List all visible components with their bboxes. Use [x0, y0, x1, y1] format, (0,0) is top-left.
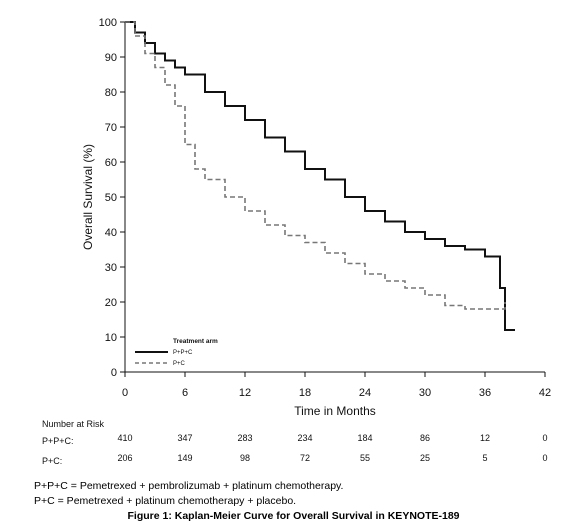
risk-value: 86 — [420, 433, 430, 443]
risk-value: 72 — [300, 453, 310, 463]
y-ticks: 0 10 20 30 40 50 60 70 80 90 100 — [99, 17, 125, 379]
footnote-pppc: P+P+C = Pemetrexed + pembrolizumab + pla… — [34, 480, 344, 492]
x-tick-label: 36 — [479, 387, 491, 399]
risk-table-title: Number at Risk — [42, 419, 105, 429]
risk-value: 410 — [117, 433, 132, 443]
risk-value: 234 — [297, 433, 312, 443]
y-tick-label: 80 — [105, 87, 117, 99]
x-tick-label: 18 — [299, 387, 311, 399]
risk-value: 0 — [542, 453, 547, 463]
x-tick-label: 12 — [239, 387, 251, 399]
risk-value: 55 — [360, 453, 370, 463]
series-line-pppc — [125, 21, 515, 331]
x-tick-label: 24 — [359, 387, 371, 399]
risk-value: 98 — [240, 453, 250, 463]
risk-values: 410 347 283 234 184 86 12 0 206 149 98 72 55 25 5 0 — [117, 433, 547, 463]
y-axis-title: Overall Survival (%) — [81, 144, 95, 250]
risk-value: 12 — [480, 433, 490, 443]
x-axis-title: Time in Months — [294, 404, 376, 418]
y-tick-label: 20 — [105, 297, 117, 309]
y-tick-label: 50 — [105, 192, 117, 204]
footnote-pc: P+C = Pemetrexed + platinum chemotherapy… — [34, 495, 297, 507]
figure-caption: Figure 1: Kaplan-Meier Curve for Overall… — [127, 510, 460, 522]
risk-row-label-pppc: P+P+C: — [42, 436, 74, 446]
risk-row-label-pc: P+C: — [42, 456, 62, 466]
legend-label-pppc: P+P+C — [173, 350, 193, 356]
series-line-pc — [125, 21, 506, 310]
y-tick-label: 60 — [105, 157, 117, 169]
y-tick-label: 90 — [105, 52, 117, 64]
x-tick-label: 42 — [539, 387, 551, 399]
y-tick-label: 40 — [105, 227, 117, 239]
risk-value: 206 — [117, 453, 132, 463]
risk-value: 184 — [357, 433, 372, 443]
x-tick-label: 30 — [419, 387, 431, 399]
x-ticks: 0 6 12 18 24 30 36 42 — [122, 372, 551, 399]
y-tick-label: 0 — [111, 367, 117, 379]
risk-value: 149 — [177, 453, 192, 463]
legend-title: Treatment arm — [173, 338, 218, 345]
y-tick-label: 10 — [105, 332, 117, 344]
x-tick-label: 6 — [182, 387, 188, 399]
series-group — [125, 21, 515, 331]
x-tick-label: 0 — [122, 387, 128, 399]
y-tick-label: 100 — [99, 17, 117, 29]
risk-value: 283 — [237, 433, 252, 443]
legend: Treatment arm P+P+C P+C — [135, 338, 218, 367]
risk-value: 347 — [177, 433, 192, 443]
y-tick-label: 70 — [105, 122, 117, 134]
y-tick-label: 30 — [105, 262, 117, 274]
risk-value: 5 — [482, 453, 487, 463]
risk-value: 25 — [420, 453, 430, 463]
legend-label-pc: P+C — [173, 361, 186, 367]
risk-value: 0 — [542, 433, 547, 443]
